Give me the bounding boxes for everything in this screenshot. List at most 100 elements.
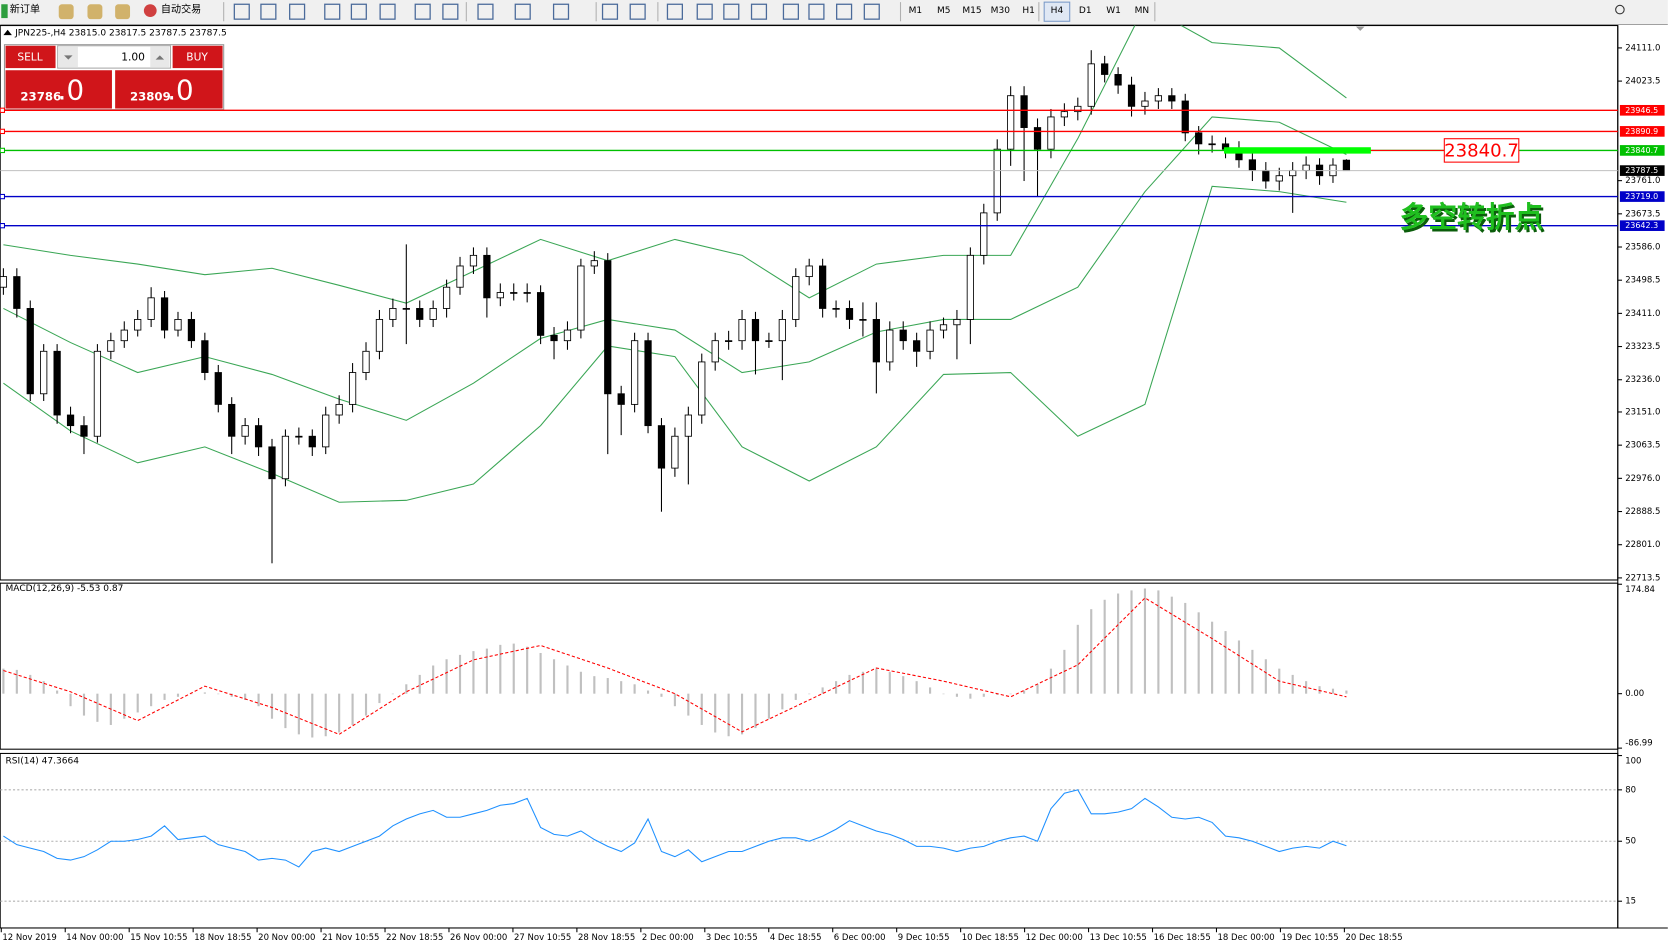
toolbar-icon[interactable] xyxy=(601,3,619,20)
sell-pips[interactable]: .0 xyxy=(58,74,84,107)
sell-price-box[interactable] xyxy=(5,70,112,109)
bull-candle xyxy=(93,350,102,437)
new-order-icon[interactable] xyxy=(1,4,8,19)
toolbar-icon[interactable] xyxy=(324,3,341,20)
timeframe-button[interactable]: M5 xyxy=(937,6,951,16)
sell-price[interactable]: 23786 xyxy=(20,89,61,103)
level-handle[interactable] xyxy=(0,107,5,113)
rsi-tick-label: 50 xyxy=(1625,837,1636,847)
buy-price-box[interactable] xyxy=(115,70,223,109)
bull-candle xyxy=(778,319,786,342)
level-label: 23946.5 xyxy=(1625,106,1658,115)
timeframe-button[interactable]: MN xyxy=(1135,6,1150,16)
sell-label[interactable]: SELL xyxy=(17,50,42,63)
price-tick-label: 22713.5 xyxy=(1625,573,1660,583)
bull-candle xyxy=(1275,175,1283,182)
timeframe-button[interactable]: M1 xyxy=(909,6,923,16)
macd-bar xyxy=(929,687,932,694)
date-label: 4 Dec 18:55 xyxy=(770,933,822,943)
macd-bar xyxy=(244,693,247,700)
level-handle[interactable] xyxy=(0,223,5,229)
toolbar-icon[interactable] xyxy=(260,3,277,20)
date-label: 20 Dec 18:55 xyxy=(1345,933,1402,943)
level-handle[interactable] xyxy=(0,128,5,135)
toolbar-icon[interactable] xyxy=(477,3,494,20)
date-label: 19 Dec 10:55 xyxy=(1281,933,1338,943)
toolbar-icon[interactable] xyxy=(552,3,570,20)
macd-bar xyxy=(29,674,32,694)
level-label-bg xyxy=(1619,104,1665,116)
auto-trading[interactable]: 自动交易 xyxy=(161,3,201,16)
macd-bar xyxy=(458,654,462,694)
macd-bar xyxy=(835,681,838,694)
toolbar-icon[interactable] xyxy=(350,3,367,20)
price-tick-label: 23151.0 xyxy=(1625,407,1660,417)
buy-price[interactable]: 23809 xyxy=(130,89,171,103)
bear-candle xyxy=(416,308,424,320)
bear-candle xyxy=(899,329,907,342)
toolbar-icon[interactable] xyxy=(836,3,853,20)
macd-bar xyxy=(338,693,341,733)
toolbar-icon[interactable] xyxy=(863,3,880,20)
macd-bar xyxy=(552,659,556,694)
macd-bar xyxy=(123,693,126,719)
sell-button[interactable] xyxy=(5,45,56,69)
bear-candle xyxy=(1342,159,1351,172)
timeframe-button[interactable]: M15 xyxy=(962,6,981,16)
bull-candle xyxy=(1302,164,1310,171)
bull-candle xyxy=(362,350,370,373)
timeframe-button[interactable]: H1 xyxy=(1022,6,1035,16)
toolbar-icon[interactable] xyxy=(289,3,306,20)
toolbar-icon[interactable] xyxy=(629,3,646,20)
timeframe-button[interactable]: D1 xyxy=(1079,6,1092,16)
toolbar-icon[interactable] xyxy=(808,3,825,20)
toolbar-icon[interactable] xyxy=(666,3,683,20)
macd-bar xyxy=(687,693,690,716)
toolbar-icon[interactable] xyxy=(58,4,74,20)
timeframe-button[interactable]: H4 xyxy=(1051,6,1064,16)
new-order[interactable]: 新订单 xyxy=(10,3,40,16)
toolbar-icon[interactable] xyxy=(696,3,713,20)
level-label-bg xyxy=(1619,165,1665,176)
bull-candle xyxy=(322,414,330,448)
bull-candle xyxy=(939,324,948,331)
bull-candle xyxy=(469,254,478,267)
active-timeframe[interactable] xyxy=(1043,1,1071,22)
macd-bar xyxy=(1103,599,1106,694)
bear-candle xyxy=(1195,132,1203,145)
price-tick-label: 22801.0 xyxy=(1625,540,1660,550)
auto-trading-icon[interactable] xyxy=(143,4,157,18)
bull-candle xyxy=(886,329,894,363)
collapse-arrow[interactable] xyxy=(3,29,12,36)
macd-bar xyxy=(56,690,59,694)
macd-bar xyxy=(257,693,260,707)
rsi-header: RSI(14) 47.3664 xyxy=(6,756,80,766)
lot-input[interactable] xyxy=(57,45,172,69)
macd-bar xyxy=(1291,674,1294,694)
toolbar-icon[interactable] xyxy=(782,3,799,20)
toolbar-icon[interactable] xyxy=(379,3,396,20)
bull-candle xyxy=(832,308,840,310)
buy-label[interactable]: BUY xyxy=(186,50,208,63)
date-label: 28 Nov 18:55 xyxy=(578,933,635,943)
buy-button[interactable] xyxy=(172,45,223,69)
toolbar-icon[interactable] xyxy=(414,3,431,20)
level-handle[interactable] xyxy=(0,147,5,154)
toolbar-icon[interactable] xyxy=(750,3,768,20)
toolbar-icon[interactable] xyxy=(115,4,131,20)
search-icon[interactable] xyxy=(1615,4,1625,15)
timeframe-button[interactable]: W1 xyxy=(1106,6,1121,16)
toolbar-icon[interactable] xyxy=(233,3,250,20)
macd-bar xyxy=(364,693,368,716)
toolbar-icon[interactable] xyxy=(442,3,459,20)
timeframe-button[interactable]: M30 xyxy=(991,6,1011,16)
buy-pips[interactable]: .0 xyxy=(167,74,193,107)
bull-candle xyxy=(402,308,410,310)
toolbar-icon[interactable] xyxy=(87,4,103,20)
toolbar-icon[interactable] xyxy=(514,3,531,20)
lot-value[interactable]: 1.00 xyxy=(121,50,145,63)
level-label-bg xyxy=(1619,191,1665,202)
level-handle[interactable] xyxy=(0,193,5,200)
toolbar-icon[interactable] xyxy=(723,3,740,20)
macd-frame xyxy=(0,582,1619,750)
